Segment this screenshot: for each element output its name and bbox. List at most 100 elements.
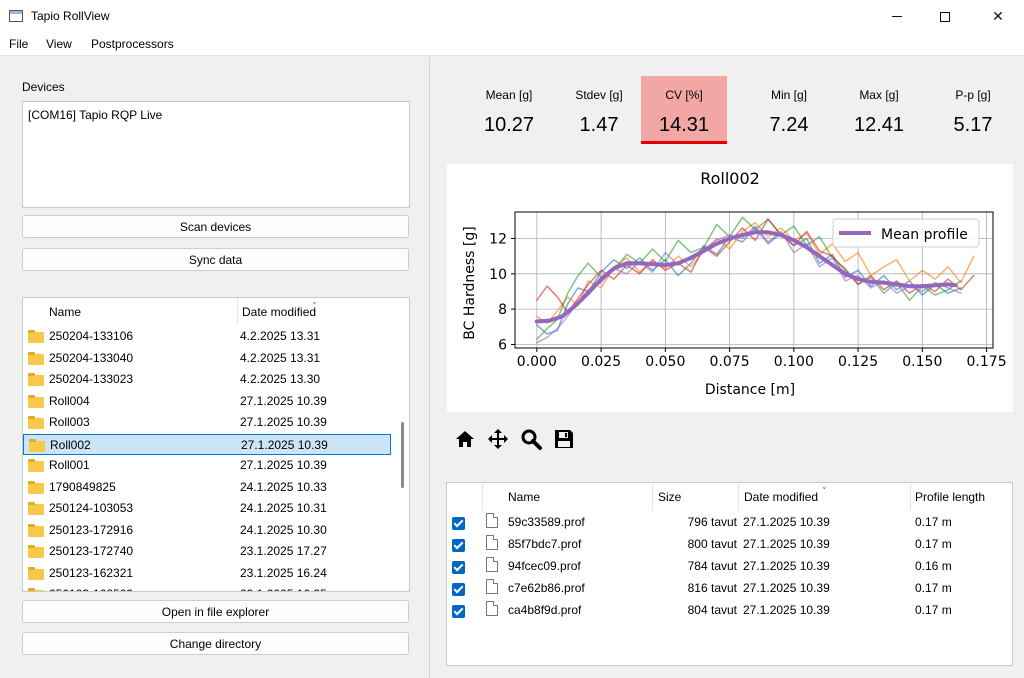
device-item[interactable]: [COM16] Tapio RQP Live bbox=[28, 108, 163, 122]
menu-file[interactable]: File bbox=[9, 37, 29, 51]
mean-profile-line bbox=[534, 230, 958, 324]
file-checkbox[interactable] bbox=[452, 583, 465, 596]
profile-files-table[interactable]: Name Size Date modified ⌄ Profile length… bbox=[446, 482, 1013, 666]
save-figure-button[interactable] bbox=[552, 427, 576, 451]
file-size: 804 tavut bbox=[687, 603, 737, 617]
chart-panel[interactable]: 0.000 0.025 0.050 0.075 0.100 0.125 0.150 0.175… bbox=[447, 164, 1013, 412]
folder-row[interactable]: 250204-133040 4.2.2025 13.31 bbox=[23, 348, 391, 369]
close-icon: ✕ bbox=[992, 8, 1004, 24]
folder-name: 250204-133023 bbox=[49, 372, 134, 386]
scrollbar-thumb[interactable] bbox=[401, 422, 404, 488]
menu-bar: File View Postprocessors bbox=[0, 33, 1024, 56]
devices-list[interactable]: [COM16] Tapio RQP Live bbox=[22, 101, 410, 208]
folder-row[interactable]: 250123-162321 23.1.2025 16.24 bbox=[23, 563, 391, 584]
file-name: 94fcec09.prof bbox=[508, 559, 581, 573]
close-button[interactable]: ✕ bbox=[975, 0, 1021, 33]
folder-row[interactable]: Roll002 27.1.2025 10.39 bbox=[23, 433, 391, 455]
folder-name: Roll004 bbox=[49, 393, 90, 408]
stat-label: Min [g] bbox=[770, 88, 807, 102]
file-profile-length: 0.16 m bbox=[915, 559, 952, 573]
folder-icon bbox=[29, 438, 45, 452]
legend-entry: Mean profile bbox=[881, 227, 968, 243]
file-row[interactable]: 59c33589.prof 796 tavut 27.1.2025 10.39 0.1… bbox=[447, 513, 1012, 535]
folder-name: 250204-133040 bbox=[49, 350, 134, 365]
file-date: 27.1.2025 10.39 bbox=[743, 515, 830, 529]
chart-title: Roll002 bbox=[700, 169, 760, 188]
change-directory-button[interactable]: Change directory bbox=[22, 632, 409, 655]
folder-row[interactable]: 250123-172916 24.1.2025 10.30 bbox=[23, 520, 391, 541]
file-date: 27.1.2025 10.39 bbox=[743, 581, 830, 595]
file-icon bbox=[486, 557, 498, 572]
file-icon bbox=[486, 535, 498, 550]
folder-date: 23.1.2025 16.25 bbox=[240, 587, 327, 591]
zoom-button[interactable] bbox=[519, 427, 543, 451]
file-checkbox[interactable] bbox=[452, 517, 465, 530]
column-header-profile-length[interactable]: Profile length bbox=[915, 489, 986, 504]
folder-list[interactable]: Name Date modified ⌄ 250204-133106 4.2.20… bbox=[22, 297, 410, 592]
column-header-name[interactable]: Name bbox=[508, 489, 541, 504]
folder-icon bbox=[28, 480, 44, 494]
file-date: 27.1.2025 10.39 bbox=[743, 603, 830, 617]
folder-row[interactable]: Roll003 27.1.2025 10.39 bbox=[23, 412, 391, 433]
folder-row[interactable]: Roll001 27.1.2025 10.39 bbox=[23, 455, 391, 476]
folder-list-scrollbar[interactable] bbox=[397, 298, 409, 591]
stat-label: CV [%] bbox=[665, 88, 703, 102]
file-row[interactable]: ca4b8f9d.prof 804 tavut 27.1.2025 10.39 0.1… bbox=[447, 601, 1012, 623]
file-profile-length: 0.17 m bbox=[915, 603, 952, 617]
folder-row[interactable]: 250124-103053 24.1.2025 10.31 bbox=[23, 498, 391, 519]
window-title: Tapio RollView bbox=[31, 9, 110, 23]
folder-row[interactable]: 250204-133023 4.2.2025 13.30 bbox=[23, 369, 391, 390]
file-checkbox[interactable] bbox=[452, 561, 465, 574]
maximize-button[interactable] bbox=[922, 0, 968, 33]
pan-button[interactable] bbox=[486, 427, 510, 451]
sync-data-button[interactable]: Sync data bbox=[22, 248, 409, 271]
home-button[interactable] bbox=[453, 427, 477, 451]
folder-row[interactable]: 250123-172740 23.1.2025 17.27 bbox=[23, 541, 391, 562]
folder-row[interactable]: 250204-133106 4.2.2025 13.31 bbox=[23, 326, 391, 347]
file-row[interactable]: 94fcec09.prof 784 tavut 27.1.2025 10.39 0.1… bbox=[447, 557, 1012, 579]
open-file-explorer-button[interactable]: Open in file explorer bbox=[22, 600, 409, 623]
file-row[interactable]: 85f7bdc7.prof 800 tavut 27.1.2025 10.39 0.1… bbox=[447, 535, 1012, 557]
file-checkbox[interactable] bbox=[452, 539, 465, 552]
file-icon bbox=[486, 601, 498, 616]
column-header-date-modified[interactable]: Date modified bbox=[242, 304, 317, 319]
stat-cv: CV [%] 14.31 bbox=[641, 76, 727, 144]
minimize-icon bbox=[892, 16, 902, 17]
y-axis-label: BC Hardness [g] bbox=[462, 226, 478, 339]
folder-icon bbox=[28, 416, 44, 429]
column-header-size[interactable]: Size bbox=[658, 489, 682, 504]
zoom-icon bbox=[521, 429, 542, 450]
folder-name: 250124-103053 bbox=[49, 501, 134, 515]
column-header-name[interactable]: Name bbox=[49, 304, 82, 319]
profile-line-2 bbox=[536, 221, 975, 325]
sort-arrow-icon: ⌄ bbox=[821, 482, 828, 491]
folder-row[interactable]: Roll004 27.1.2025 10.39 bbox=[23, 391, 391, 412]
file-row[interactable]: c7e62b86.prof 816 tavut 27.1.2025 10.39 0.1… bbox=[447, 579, 1012, 601]
stat-label: P-p [g] bbox=[955, 88, 991, 102]
column-header-date-modified[interactable]: Date modified bbox=[744, 489, 819, 504]
file-date: 27.1.2025 10.39 bbox=[743, 559, 830, 573]
file-icon bbox=[486, 513, 498, 528]
folder-name: 250123-162321 bbox=[49, 565, 134, 580]
stat-stdev: Stdev [g] 1.47 bbox=[556, 76, 642, 144]
menu-view[interactable]: View bbox=[46, 37, 72, 51]
stat-label: Stdev [g] bbox=[575, 88, 623, 102]
folder-name: 250123-172916 bbox=[49, 522, 134, 537]
folder-name: 1790849825 bbox=[49, 479, 116, 494]
folder-date: 4.2.2025 13.31 bbox=[240, 350, 321, 365]
stat-label: Mean [g] bbox=[485, 88, 533, 102]
x-tick-label: 0.125 bbox=[838, 354, 878, 370]
stat-p-p: P-p [g] 5.17 bbox=[930, 76, 1016, 144]
minimize-button[interactable] bbox=[874, 0, 920, 33]
folder-row[interactable]: 1790849825 24.1.2025 10.33 bbox=[23, 477, 391, 498]
profile-chart[interactable]: 0.000 0.025 0.050 0.075 0.100 0.125 0.150 0.175… bbox=[447, 164, 1013, 412]
x-tick-label: 0.025 bbox=[581, 354, 621, 370]
scan-devices-button[interactable]: Scan devices bbox=[22, 215, 409, 238]
panel-splitter[interactable] bbox=[429, 57, 430, 678]
file-checkbox[interactable] bbox=[452, 605, 465, 618]
folder-icon bbox=[28, 459, 44, 472]
file-size: 816 tavut bbox=[687, 581, 737, 595]
menu-postprocessors[interactable]: Postprocessors bbox=[91, 37, 174, 51]
folder-row[interactable]: 250123-162503 23.1.2025 16.25 bbox=[23, 584, 391, 591]
